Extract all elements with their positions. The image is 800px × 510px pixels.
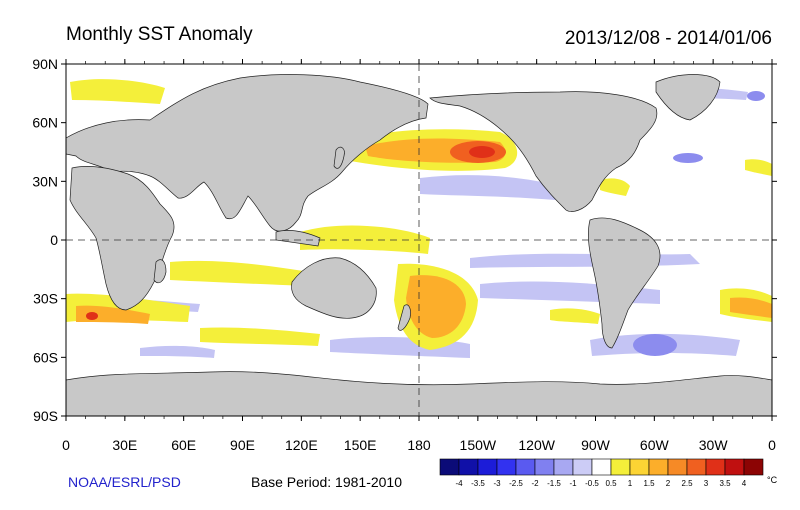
colorbar-swatch	[743, 458, 764, 476]
japan	[333, 146, 345, 169]
colorbar-label: 3.5	[719, 479, 731, 488]
lat-tick-label: 60N	[32, 115, 58, 131]
colorbar-swatch	[724, 458, 745, 476]
strong-warm-patches	[86, 141, 506, 320]
colorbar-label: -1	[569, 479, 577, 488]
map-title: Monthly SST Anomaly	[66, 24, 253, 45]
colorbar-label: -1.5	[547, 479, 561, 488]
colorbar-label: -3.5	[471, 479, 485, 488]
lon-tick-label: 180	[407, 437, 431, 453]
lat-tick-label: 90S	[33, 408, 58, 424]
lon-tick-label: 150W	[460, 437, 497, 453]
colorbar-swatch	[496, 458, 517, 476]
eurasia	[66, 74, 429, 232]
colorbar-label: -2.5	[509, 479, 523, 488]
colorbar-label: 1.5	[643, 479, 655, 488]
lon-tick-label: 60W	[640, 437, 670, 453]
lat-tick-label: 90N	[32, 56, 58, 72]
colorbar-label: 2.5	[681, 479, 693, 488]
colorbar-swatch	[648, 458, 669, 476]
lon-tick-label: 90E	[230, 437, 255, 453]
greenland	[655, 74, 721, 121]
africa	[69, 166, 175, 311]
colorbar-label: 0.5	[605, 479, 617, 488]
madagascar	[153, 259, 167, 284]
colorbar-swatch	[686, 458, 707, 476]
colorbar-swatch	[553, 458, 574, 476]
colorbar-label: -0.5	[585, 479, 599, 488]
colorbar-label: 1	[628, 479, 633, 488]
colorbar-swatch	[572, 458, 593, 476]
lat-tick-label: 30N	[32, 173, 58, 189]
colorbar-label: -3	[493, 479, 501, 488]
colorbar-swatch	[591, 458, 612, 476]
indonesia	[275, 230, 321, 247]
lat-tick-label: 60S	[33, 349, 58, 365]
lon-tick-label: 120W	[518, 437, 555, 453]
colorbar-swatch	[610, 458, 631, 476]
australia	[291, 257, 377, 319]
credit-label: NOAA/ESRL/PSD	[68, 474, 181, 490]
lon-tick-label: 120E	[285, 437, 318, 453]
lat-tick-label: 0	[50, 232, 58, 248]
colorbar-swatch	[515, 458, 536, 476]
colorbar-label: -2	[531, 479, 539, 488]
lon-tick-label: 0	[62, 437, 70, 453]
colorbar-swatch	[534, 458, 555, 476]
south-america	[588, 217, 661, 349]
colorbar-label: 2	[666, 479, 671, 488]
colorbar-swatch	[629, 458, 650, 476]
colorbar-swatch	[667, 458, 688, 476]
lon-tick-label: 0	[768, 437, 776, 453]
unit-label: °C	[767, 475, 778, 485]
lon-tick-label: 90W	[581, 437, 611, 453]
lon-tick-label: 30E	[112, 437, 137, 453]
base-period-label: Base Period: 1981-2010	[251, 474, 402, 490]
colorbar-label: 3	[704, 479, 709, 488]
north-america	[429, 91, 658, 212]
colorbar-swatch	[439, 458, 460, 476]
date-range: 2013/12/08 - 2014/01/06	[564, 28, 772, 49]
colorbar: -4 -3.5 -3 -2.5 -2 -1.5 -1 -0.5 0.5 1 1.5 2 2.5 3 3.5 4	[439, 458, 764, 488]
new-zealand	[397, 304, 411, 331]
lat-tick-label: 30S	[33, 291, 58, 307]
colorbar-label: 4	[742, 479, 747, 488]
lon-tick-label: 150E	[344, 437, 377, 453]
colorbar-swatch	[477, 458, 498, 476]
colorbar-swatch	[458, 458, 479, 476]
colorbar-swatch	[705, 458, 726, 476]
lon-tick-label: 60E	[171, 437, 196, 453]
lon-tick-label: 30W	[699, 437, 729, 453]
colorbar-label: -4	[455, 479, 463, 488]
